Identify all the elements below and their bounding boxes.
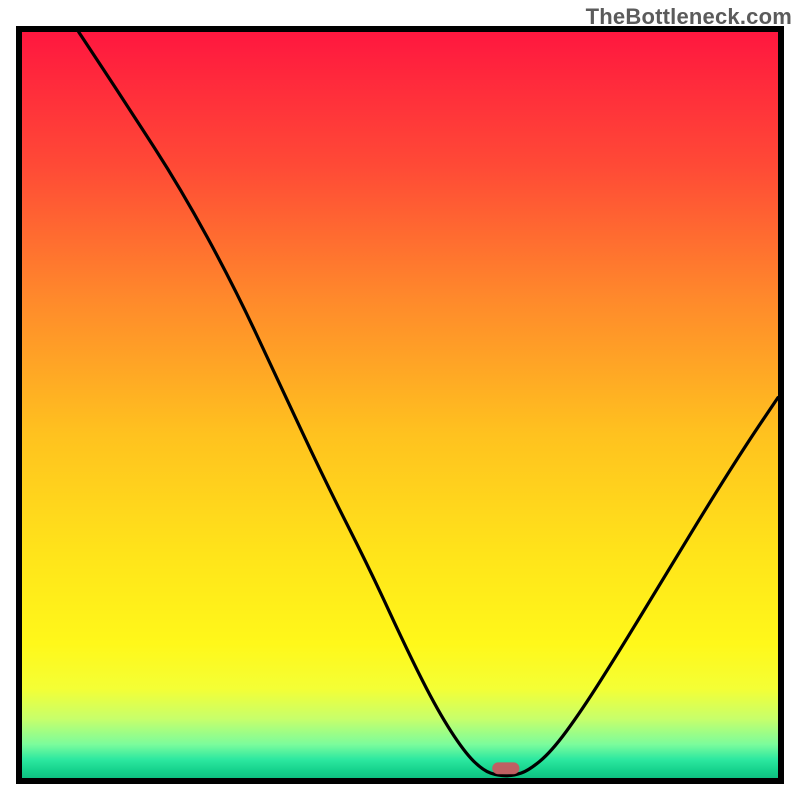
gradient-background: [22, 32, 778, 778]
minimum-marker: [492, 762, 519, 774]
plot-area: [16, 26, 784, 784]
chart-svg: [16, 26, 784, 784]
chart-container: TheBottleneck.com: [0, 0, 800, 800]
